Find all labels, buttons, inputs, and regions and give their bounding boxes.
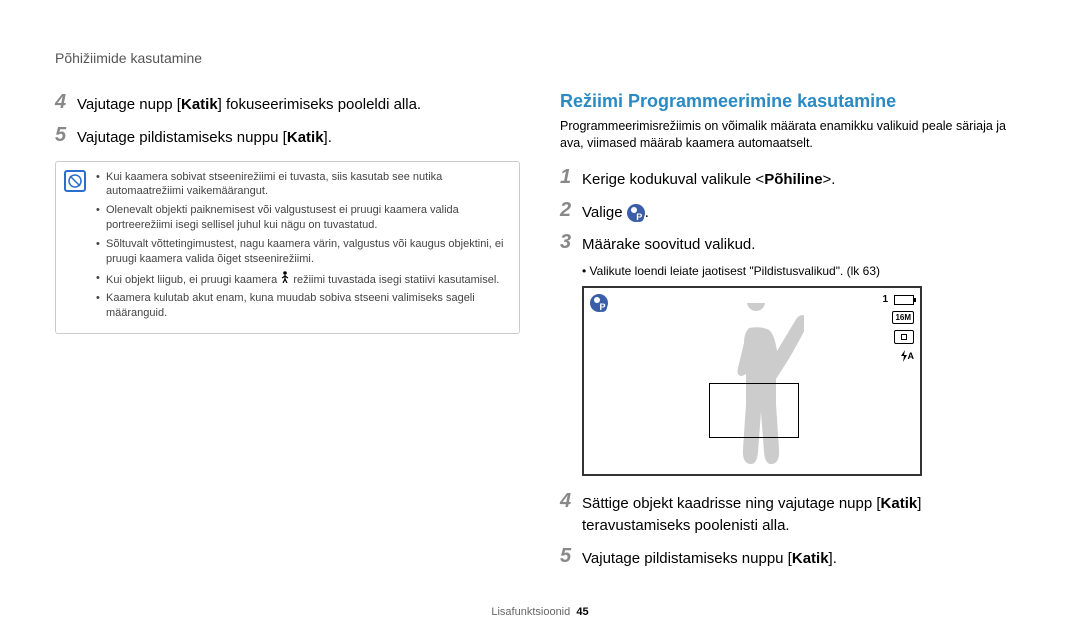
step-text: Vajutage pildistamiseks nuppu [Katik]. [582,545,837,570]
step: 4Vajutage nupp [Katik] fokuseerimiseks p… [55,91,520,116]
step-text: Kerige kodukuval valikule <Põhiline>. [582,166,835,191]
note-item: Sõltuvalt võttetingimustest, nagu kaamer… [96,237,509,267]
step-text: Vajutage nupp [Katik] fokuseerimiseks po… [77,91,421,116]
shot-counter: 1 [882,294,888,305]
resolution-label: 16M [892,311,914,324]
step-number: 5 [560,545,582,570]
note-icon [64,170,86,192]
step-number: 2 [560,199,582,224]
step-number: 4 [55,91,77,116]
step: 2Valige . [560,199,1025,224]
note-item: Kaamera kulutab akut enam, kuna muudab s… [96,291,509,321]
step: 5Vajutage pildistamiseks nuppu [Katik]. [560,545,1025,570]
person-icon [280,271,290,283]
step: 3Määrake soovitud valikud. [560,231,1025,256]
step3-sub: Valikute loendi leiate jaotisest "Pildis… [582,264,1025,278]
intro-text: Programmeerimisrežiimis on võimalik määr… [560,118,1025,152]
note-item: Kui kaamera sobivat stseenirežiimi ei tu… [96,170,509,200]
step-text: Sättige objekt kaadrisse ning vajutage n… [582,490,1025,537]
section-title: Režiimi Programmeerimine kasutamine [560,91,1025,112]
step-text: Määrake soovitud valikud. [582,231,755,256]
step-text: Valige . [582,199,649,224]
focus-box [709,383,799,438]
left-column: 4Vajutage nupp [Katik] fokuseerimiseks p… [55,91,520,577]
flash-icon: A [900,350,915,362]
metering-icon [894,330,914,344]
mode-icon [590,294,608,312]
step: 5Vajutage pildistamiseks nuppu [Katik]. [55,124,520,149]
note-item: Kui objekt liigub, ei pruugi kaamera rež… [96,271,509,288]
step-number: 5 [55,124,77,149]
status-icons: 1 16M A [882,294,914,362]
camera-screen: 1 16M A [582,286,922,476]
battery-icon [894,295,914,305]
program-mode-icon [627,204,645,222]
step: 1Kerige kodukuval valikule <Põhiline>. [560,166,1025,191]
breadcrumb-header: Põhižiimide kasutamine [55,50,1025,66]
step-number: 1 [560,166,582,191]
step-text: Vajutage pildistamiseks nuppu [Katik]. [77,124,332,149]
right-column: Režiimi Programmeerimine kasutamine Prog… [560,91,1025,577]
step-number: 3 [560,231,582,256]
note-box: Kui kaamera sobivat stseenirežiimi ei tu… [55,161,520,335]
step-number: 4 [560,490,582,537]
note-item: Olenevalt objekti paiknemisest või valgu… [96,203,509,233]
step: 4Sättige objekt kaadrisse ning vajutage … [560,490,1025,537]
page-footer: Lisafunktsioonid 45 [0,606,1080,618]
